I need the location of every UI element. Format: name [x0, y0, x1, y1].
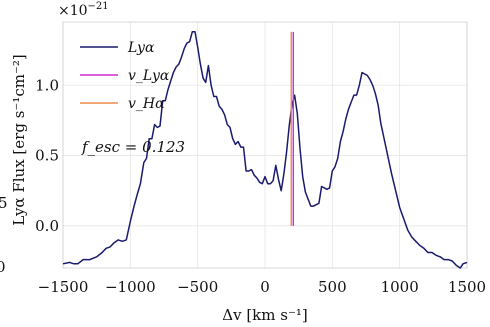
x-tick-label: −500: [177, 278, 218, 296]
x-tick-labels: −1500 −1000 −500 0 500 1000 1500: [38, 278, 486, 296]
legend-label-v-lya: v_Lyα: [128, 68, 170, 84]
x-tick-label: 0: [260, 278, 270, 296]
y-tick-label: 0.5: [35, 147, 59, 165]
series-group: [62, 31, 468, 269]
y-tick-labels: 0.0 0.5 1.0: [35, 76, 59, 235]
x-tick-label: −1500: [38, 278, 89, 296]
x-tick-label: 1000: [381, 278, 419, 296]
y-axis-label: Lyα Flux [erg s⁻¹cm⁻²]: [10, 54, 28, 225]
plot-frame: [62, 21, 468, 269]
escape-fraction-annotation: f_esc = 0.123: [81, 138, 185, 156]
x-axis-label: Δv [km s⁻¹]: [222, 306, 308, 324]
y-tick-label: 0.0: [35, 217, 59, 235]
lya-flux-line: [62, 31, 468, 269]
left-edge-fragment-top: 5: [0, 194, 8, 212]
y-tick-label: 1.0: [35, 76, 59, 94]
y-scale-factor: ×10−21: [58, 1, 109, 19]
legend-label-lya: Lyα: [127, 40, 155, 56]
left-edge-fragment-bottom: 0: [0, 258, 6, 276]
x-tick-label: −1000: [105, 278, 156, 296]
legend-label-v-ha: v_Hα: [128, 96, 165, 112]
x-tick-label: 1500: [448, 278, 486, 296]
legend: Lyα v_Lyα v_Hα: [80, 40, 170, 112]
x-tick-label: 500: [318, 278, 347, 296]
